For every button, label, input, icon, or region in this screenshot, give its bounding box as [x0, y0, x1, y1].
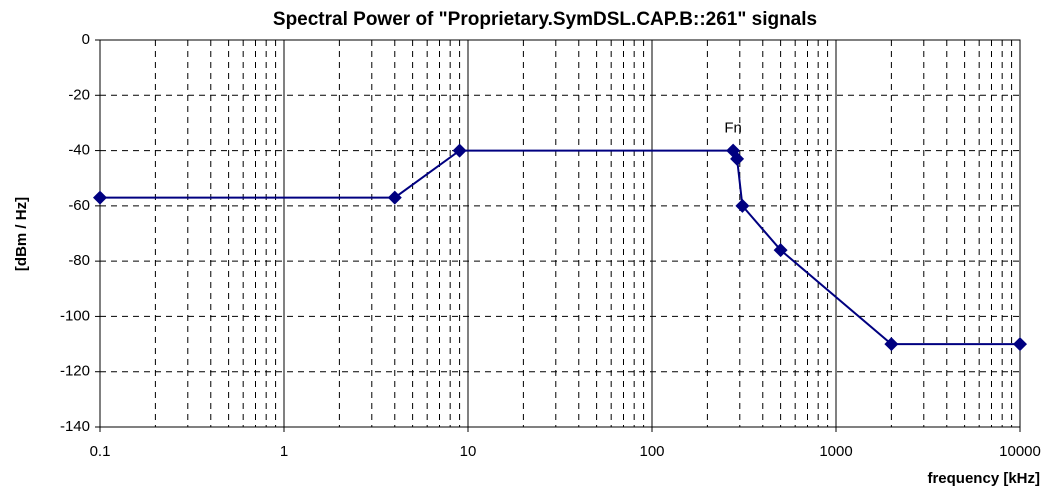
data-marker — [773, 243, 788, 258]
y-tick-label: -140 — [60, 418, 90, 435]
y-tick-label: -120 — [60, 363, 90, 380]
chart-title: Spectral Power of "Proprietary.SymDSL.CA… — [273, 9, 817, 30]
y-tick-label: -40 — [68, 142, 90, 159]
y-axis-label: [dBm / Hz] — [13, 197, 30, 271]
y-tick-label: -60 — [68, 197, 90, 214]
plot-border — [99, 39, 1021, 428]
x-tick-label: 1000 — [819, 443, 852, 460]
x-tick-label: 100 — [639, 443, 664, 460]
data-marker — [730, 151, 745, 166]
data-marker — [1013, 337, 1027, 352]
data-marker — [735, 198, 750, 213]
data-marker — [387, 190, 402, 205]
annotation: Fn — [724, 120, 742, 137]
data-marker — [452, 143, 467, 158]
y-tick-label: -80 — [68, 252, 90, 269]
x-tick-label: 10000 — [999, 443, 1041, 460]
x-tick-label: 10 — [460, 443, 477, 460]
data-marker — [93, 190, 107, 205]
series-line — [100, 149, 1020, 346]
y-tick-label: -20 — [68, 86, 90, 103]
x-tick-label: 1 — [280, 443, 288, 460]
data-marker — [884, 337, 899, 352]
x-tick-label: 0.1 — [90, 443, 111, 460]
y-tick-label: -100 — [60, 307, 90, 324]
x-axis-label: frequency [kHz] — [927, 470, 1040, 487]
y-tick-label: 0 — [82, 31, 90, 48]
